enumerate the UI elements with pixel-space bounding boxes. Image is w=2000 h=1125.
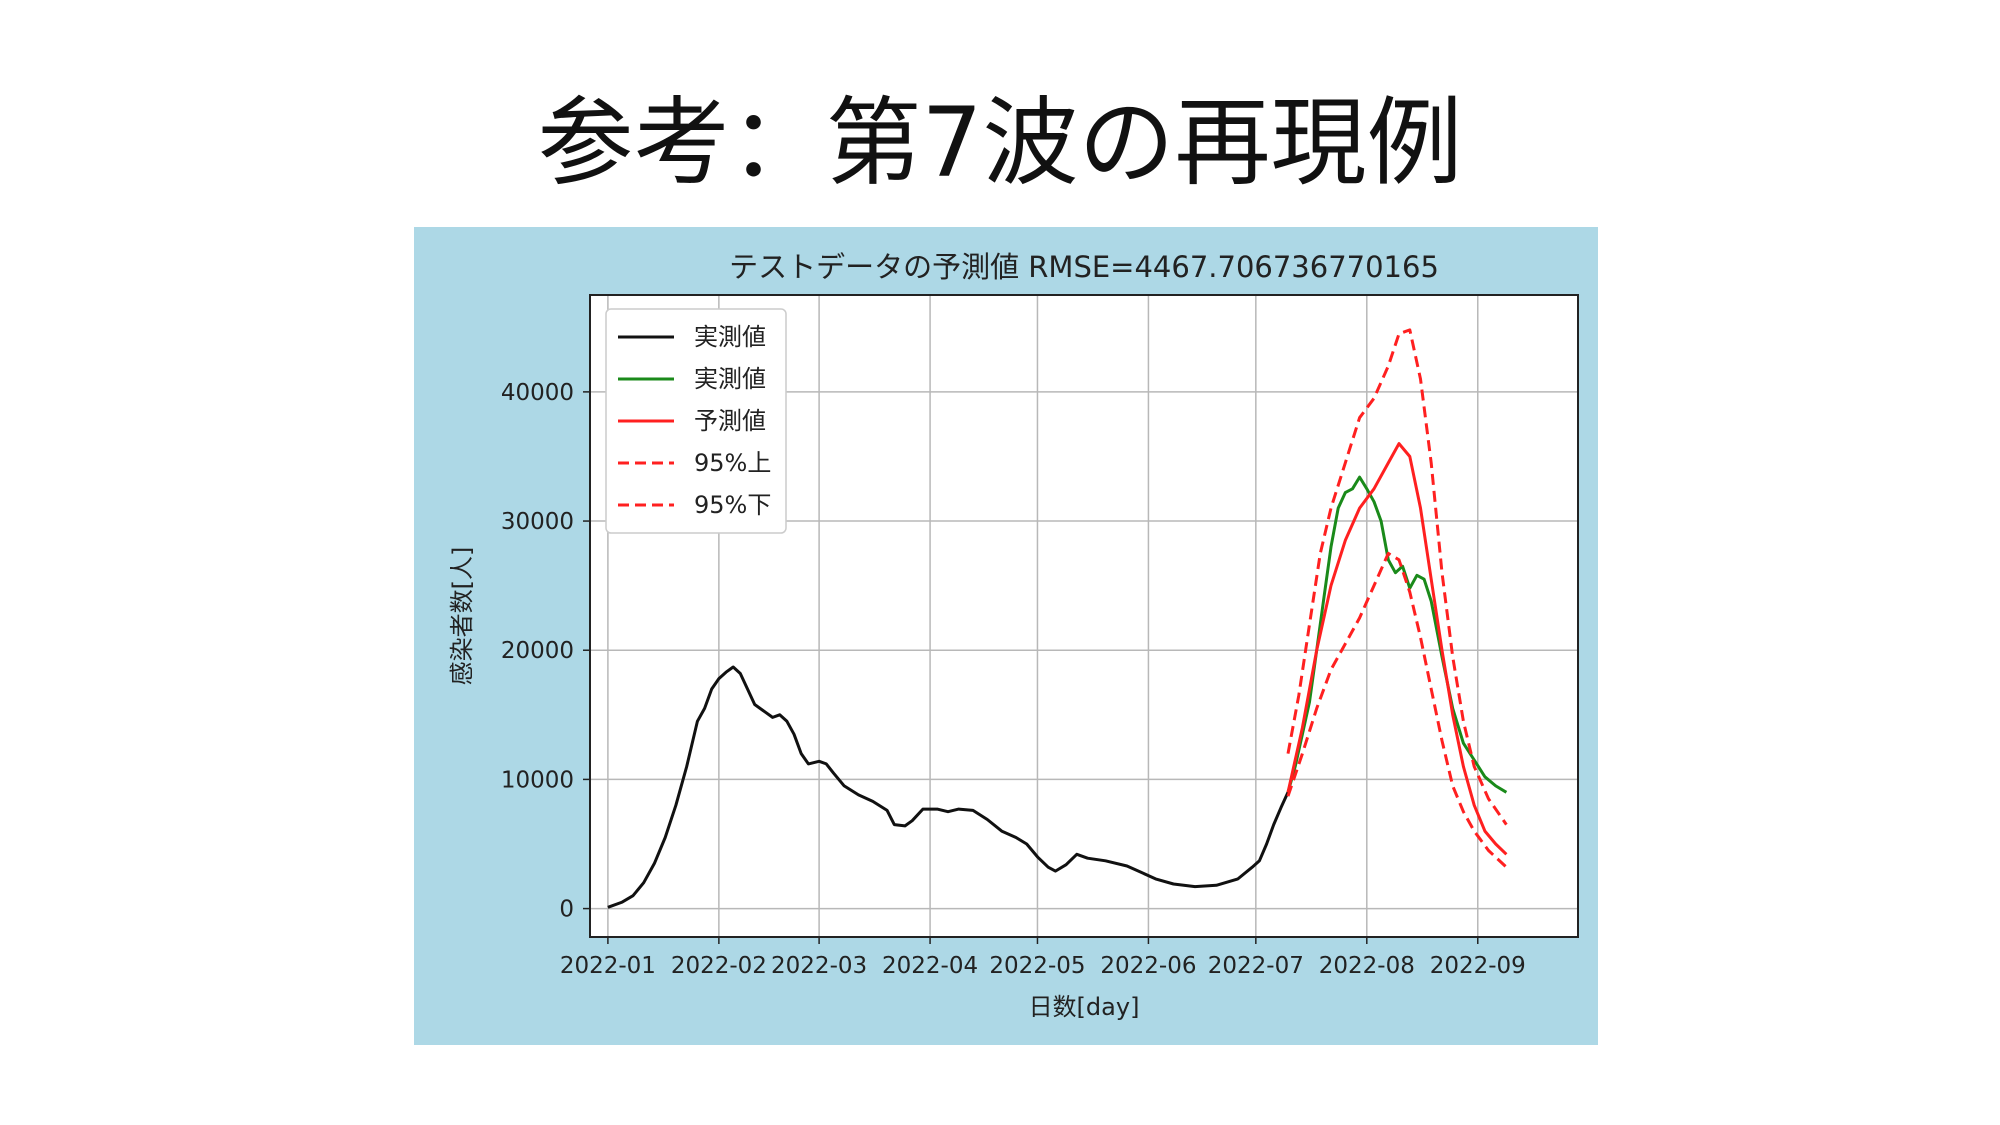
legend-label-4: 95%下	[694, 491, 771, 519]
chart-figure: 2022-01 2022-02 2022-03 2022-04 2022-05 2022-…	[414, 227, 1598, 1045]
x-tick-label: 2022-02	[671, 953, 767, 979]
series-line-0	[607, 665, 1290, 909]
tick-layer: 2022-01 2022-02 2022-03 2022-04 2022-05 2022-…	[501, 380, 1526, 979]
x-axis-label: 日数[day]	[1029, 993, 1140, 1021]
y-axis-label: 感染者数[人]	[448, 547, 476, 686]
series-layer	[607, 328, 1508, 909]
legend-label-2: 予測値	[694, 407, 766, 435]
series-line-4	[1286, 551, 1508, 869]
x-tick-label: 2022-03	[771, 953, 867, 979]
legend-label-0: 実測値	[694, 323, 766, 351]
x-tick-label: 2022-08	[1319, 953, 1415, 979]
legend-label-3: 95%上	[694, 449, 771, 477]
x-tick-label: 2022-07	[1208, 953, 1304, 979]
plot-frame	[589, 294, 1579, 938]
series-line-1	[1286, 475, 1508, 794]
legend-box	[605, 308, 787, 534]
y-tick-label: 30000	[501, 509, 574, 535]
line-chart: 2022-01 2022-02 2022-03 2022-04 2022-05 2022-…	[448, 250, 1579, 1021]
chart-title: テストデータの予測値 RMSE=4467.706736770165	[729, 250, 1439, 284]
x-tick-label: 2022-06	[1100, 953, 1196, 979]
y-tick-label: 0	[559, 897, 574, 923]
x-tick-label: 2022-01	[560, 953, 656, 979]
y-tick-label: 20000	[501, 638, 574, 664]
slide-title: 参考：第7波の再現例	[537, 87, 1463, 199]
x-tick-label: 2022-09	[1430, 953, 1526, 979]
y-tick-label: 10000	[501, 767, 574, 793]
legend-label-1: 実測値	[694, 365, 766, 393]
x-tick-label: 2022-05	[989, 953, 1085, 979]
y-tick-label: 40000	[501, 380, 574, 406]
series-line-2	[1286, 442, 1508, 856]
x-tick-label: 2022-04	[882, 953, 978, 979]
